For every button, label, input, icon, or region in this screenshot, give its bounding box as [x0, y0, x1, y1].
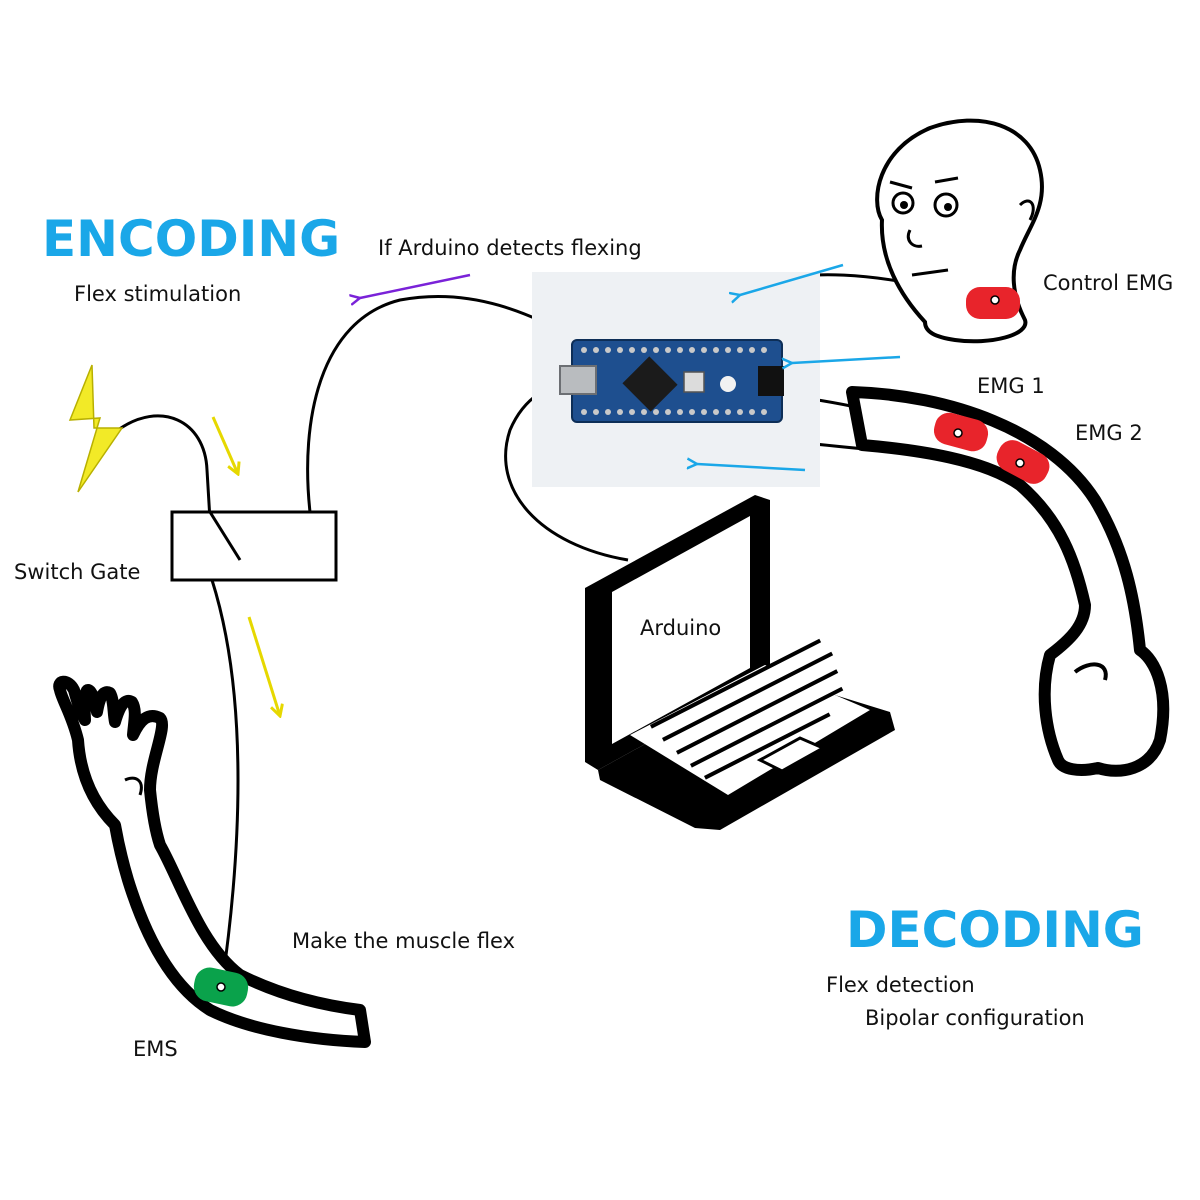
power-wire — [117, 414, 212, 521]
left-arm-icon — [53, 675, 371, 1048]
reset-button — [683, 371, 705, 393]
emg1-label: EMG 1 — [977, 374, 1045, 398]
board-logo — [720, 376, 736, 392]
decoding-title: DECODING — [846, 901, 1144, 959]
ems-wire — [210, 579, 240, 986]
switch-lever — [208, 511, 242, 561]
switch-gate-label: Switch Gate — [14, 560, 140, 584]
yellow-arrow-bottom — [247, 616, 280, 716]
laptop-screen-label: Arduino — [640, 616, 721, 640]
usb-connector — [559, 365, 597, 395]
decoding-subtitle-bipolar: Bipolar configuration — [865, 1006, 1085, 1030]
encoding-title: ENCODING — [42, 210, 340, 268]
laptop-icon — [585, 495, 895, 830]
switch-gate-box — [170, 510, 338, 582]
make-flex-label: Make the muscle flex — [292, 929, 515, 953]
icsp-header — [758, 366, 784, 396]
microcontroller-chip — [622, 356, 678, 412]
blue-arrow-emg1 — [792, 355, 901, 363]
head-icon — [875, 118, 1044, 344]
arduino-board — [532, 272, 820, 487]
if-arduino-label: If Arduino detects flexing — [378, 236, 642, 260]
blue-arrow-emg2 — [697, 464, 806, 472]
lightning-bolt-icon — [68, 364, 124, 493]
yellow-arrow-top — [211, 416, 238, 474]
right-arm-icon — [846, 386, 1170, 777]
ems-label: EMS — [133, 1037, 178, 1061]
decoding-subtitle-detection: Flex detection — [826, 973, 975, 997]
purple-arrow-signal — [360, 273, 471, 298]
emg2-label: EMG 2 — [1075, 421, 1143, 445]
control-emg-label: Control EMG — [1043, 271, 1173, 295]
encoding-subtitle: Flex stimulation — [74, 282, 241, 306]
blue-arrow-control — [740, 263, 844, 295]
